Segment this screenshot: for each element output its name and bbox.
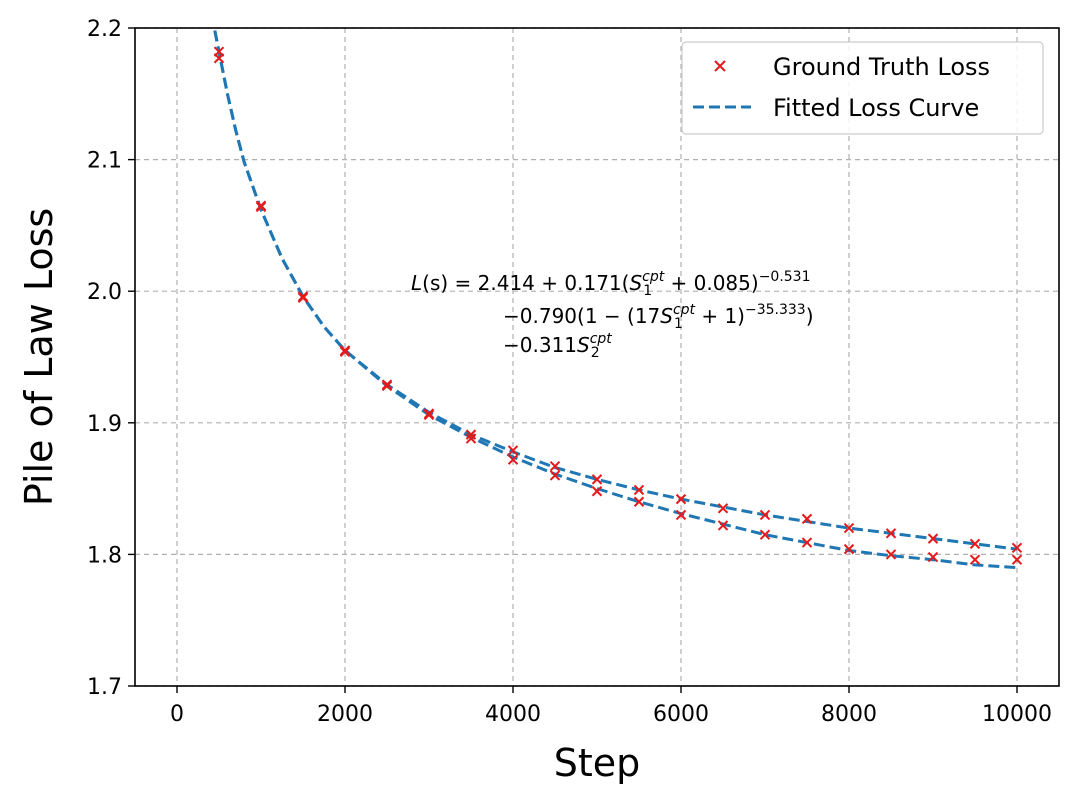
legend-label-ground-truth: Ground Truth Loss (773, 53, 990, 81)
ground-truth-point (843, 522, 855, 534)
point-stroke (213, 53, 225, 64)
point-stroke (843, 543, 855, 555)
point-stroke (633, 484, 645, 496)
data-series (213, 30, 1023, 570)
point-stroke (633, 496, 645, 507)
point-stroke (843, 522, 855, 534)
point-stroke (885, 549, 897, 560)
y-tick-label: 2.2 (87, 17, 122, 42)
point-stroke (507, 454, 519, 465)
ground-truth-point (465, 429, 477, 440)
x-tick-label: 8000 (821, 702, 877, 727)
point-stroke (759, 529, 771, 540)
point-stroke (759, 509, 771, 521)
ground-truth-point (633, 496, 645, 507)
fit-formula-annotation: L(s) = 2.414 + 0.171(Scpt 1 + 0.085)−0.53… (411, 269, 814, 361)
ground-truth-point (423, 409, 435, 421)
y-tick-label: 2.0 (87, 280, 122, 305)
point-stroke (675, 509, 687, 521)
point-stroke (801, 537, 813, 548)
plot-frame (134, 27, 1060, 687)
ground-truth-point (969, 554, 981, 565)
x-tick-label: 6000 (653, 702, 709, 727)
point-stroke (297, 292, 309, 303)
ground-truth-point (591, 486, 603, 497)
ground-truth-point (927, 533, 939, 544)
point-stroke (717, 503, 729, 514)
ground-truth-point (969, 538, 981, 550)
ground-truth-point (885, 549, 897, 560)
point-stroke (1011, 554, 1023, 565)
ground-truth-point (507, 454, 519, 465)
ground-truth-point (717, 503, 729, 514)
legend-marker-x (714, 60, 726, 72)
ground-truth-point (843, 543, 855, 555)
ground-truth-point (801, 513, 813, 525)
x-tick-label: 10000 (982, 702, 1052, 727)
point-stroke (255, 201, 267, 213)
ground-truth-point (549, 470, 561, 481)
point-stroke (1011, 542, 1023, 554)
point-stroke (969, 538, 981, 550)
y-axis-label: Pile of Law Loss (17, 208, 61, 506)
point-stroke (717, 520, 729, 531)
point-stroke (591, 486, 603, 497)
y-tick-label: 1.7 (87, 675, 122, 700)
point-stroke (969, 554, 981, 565)
point-stroke (927, 533, 939, 544)
ground-truth-point (591, 474, 603, 485)
ground-truth-point (801, 537, 813, 548)
legend-label-fitted-curve: Fitted Loss Curve (773, 94, 979, 122)
point-stroke (339, 346, 351, 357)
ground-truth-point (885, 528, 897, 539)
point-stroke (423, 409, 435, 421)
point-stroke (801, 513, 813, 525)
point-stroke (465, 429, 477, 440)
y-tick-label: 2.1 (87, 149, 122, 174)
ground-truth-point (465, 433, 477, 444)
ground-truth-point (675, 509, 687, 521)
legend-box (681, 41, 1044, 135)
x-tick-label: 2000 (317, 702, 373, 727)
point-stroke (927, 551, 939, 563)
ground-truth-point (633, 484, 645, 496)
ground-truth-point (675, 493, 687, 505)
ground-truth-point (381, 380, 393, 392)
y-tick-label: 1.9 (87, 412, 122, 437)
y-tick-label: 1.8 (87, 543, 122, 568)
ground-truth-point (297, 292, 309, 303)
legend: Ground Truth Loss Fitted Loss Curve (681, 41, 1044, 135)
x-tick-label: 4000 (485, 702, 541, 727)
point-stroke (381, 380, 393, 392)
ground-truth-point (1011, 554, 1023, 565)
x-tick-label: 0 (170, 702, 184, 727)
formula-line-1: L(s) = 2.414 + 0.171(Scpt 1 + 0.085)−0.53… (411, 269, 811, 299)
ground-truth-point (717, 520, 729, 531)
point-stroke (549, 470, 561, 481)
ground-truth-point (549, 461, 561, 472)
ground-truth-point (759, 529, 771, 540)
ground-truth-point (255, 201, 267, 213)
point-stroke (591, 474, 603, 485)
point-stroke (507, 445, 519, 456)
point-stroke (549, 461, 561, 472)
point-stroke (465, 433, 477, 444)
ground-truth-point (507, 445, 519, 456)
ground-truth-point (213, 53, 225, 64)
ground-truth-point (1011, 542, 1023, 554)
point-stroke (675, 493, 687, 505)
x-axis-label: Step (554, 741, 641, 785)
axis-ticks: 0 2000 4000 6000 8000 10000 1.7 1.8 1.9 2.0 2.1 2.2 (87, 17, 1052, 727)
formula-line-3: −0.311Scpt 2 (503, 331, 612, 361)
ground-truth-point (339, 346, 351, 357)
formula-line-2: −0.790(1 − (17Scpt 1 + 1)−35.333) (503, 302, 814, 332)
point-stroke (885, 528, 897, 539)
fitted-loss-curve (213, 30, 1018, 551)
ground-truth-point (759, 509, 771, 521)
ground-truth-point (927, 551, 939, 563)
